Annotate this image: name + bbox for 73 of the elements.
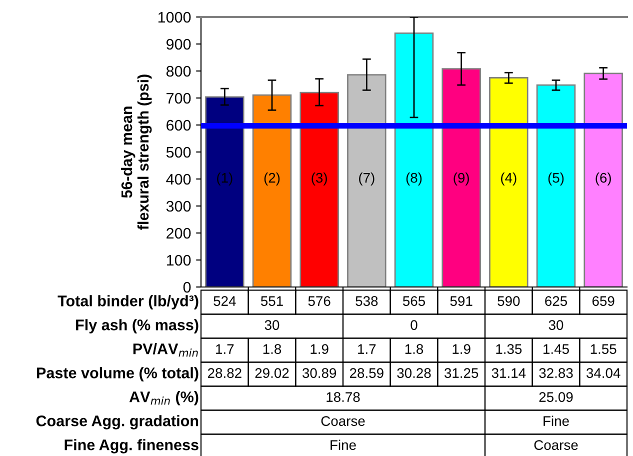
text: 576 [308,296,330,306]
bar [252,94,292,287]
text: 1.7 [216,344,234,354]
text: 1.9 [310,344,328,354]
bar [394,32,434,287]
bar [347,74,386,287]
y-axis-title: 56-day mean flexural strength (psi) [120,74,152,230]
text: Coarse Agg. gradation [36,415,198,430]
x-tick-label: (7) [359,172,374,186]
text: 30.89 [302,368,336,378]
text: 34.04 [586,368,620,378]
text: 28.59 [350,368,384,378]
y-tick-label: 300 [166,200,191,212]
text: Coarse [534,440,578,450]
text: 1.35 [496,344,522,354]
text: 31.25 [444,368,478,378]
y-tick-label: 800 [166,66,191,77]
y-tick-label: 700 [166,92,191,104]
bar [584,72,623,287]
text: 551 [260,296,283,306]
y-tick-label: 900 [166,38,191,50]
y-tick-label: 500 [166,146,191,158]
text: 591 [450,296,472,306]
text: Paste volume (% total) [37,367,198,382]
text: PV/AV$_{min}$ [133,343,198,357]
text: 1.8 [263,344,282,354]
text: 0 [410,320,418,330]
text: 28.82 [208,368,242,378]
text: 31.14 [492,368,526,378]
text: AV$_{min}$ (%) [129,391,198,406]
bar [300,92,339,287]
text: 30 [264,320,280,330]
bar [442,68,481,287]
text: 538 [356,296,378,306]
x-tick-label: (8) [406,172,422,186]
text: Fly ash (% mass) [76,319,198,334]
text: 524 [214,296,236,306]
text: 18.78 [326,392,360,402]
text: 625 [545,296,568,306]
y-tick-label: 1000 [158,12,191,23]
x-tick-label: (6) [596,172,611,186]
x-tick-label: (2) [264,172,280,186]
x-tick-label: (4) [501,172,516,186]
x-tick-label: (9) [454,172,469,186]
text: 565 [402,296,426,306]
text: Fine Agg. fineness [64,439,198,454]
text: 659 [592,296,614,306]
y-tick-label: 600 [166,120,191,131]
x-tick-label: (5) [548,172,564,186]
y-tick-label: 0 [183,282,191,293]
text: Fine [330,440,356,450]
y-tick-label: 200 [166,228,191,239]
y-tick-label: 400 [166,174,191,185]
x-tick-label: (3) [312,172,327,186]
text: 30 [548,320,564,330]
text: 1.9 [452,344,470,354]
text: 1.45 [544,344,569,354]
text: Fine [544,416,569,426]
text: 29.02 [255,368,289,378]
text: 1.8 [405,344,424,354]
y-tick-label: 100 [166,254,191,266]
bar [536,84,576,287]
text: 1.7 [358,344,376,354]
bar [205,96,244,287]
text: 25.09 [539,392,573,402]
text: 30.28 [397,368,431,378]
text: 1.55 [590,344,616,354]
text: Total binder (lb/yd³) [58,295,198,310]
text: 32.83 [539,368,573,378]
text: Coarse [321,416,365,426]
bar [489,77,528,287]
text: 590 [498,296,520,306]
x-tick-label: (1) [217,172,232,186]
